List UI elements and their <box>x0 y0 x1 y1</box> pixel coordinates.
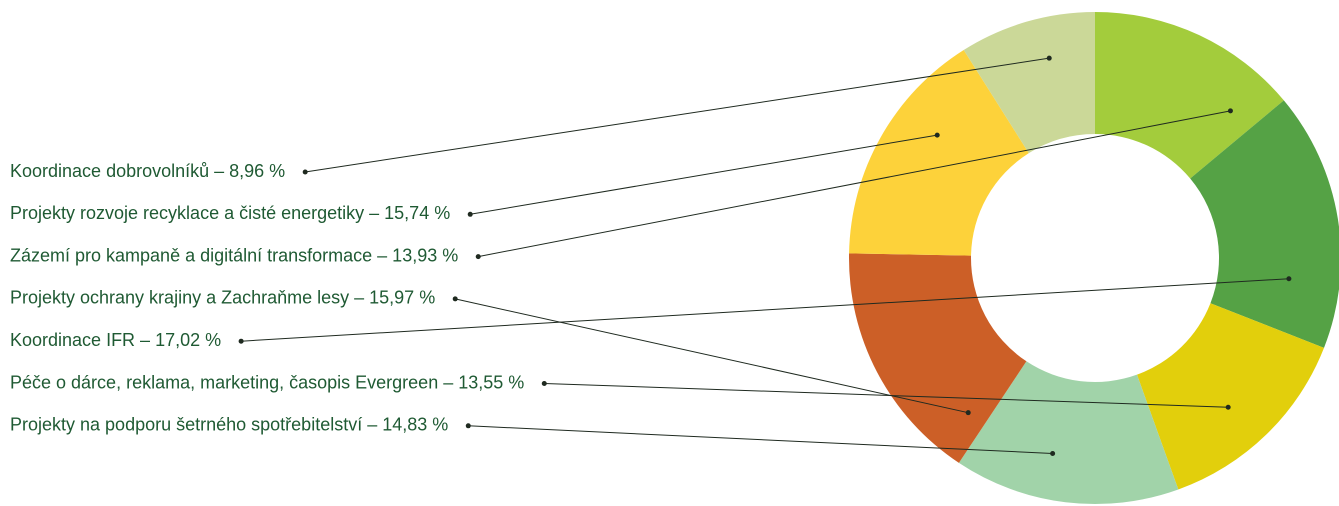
legend-label: Projekty rozvoje recyklace a čisté energ… <box>10 203 450 223</box>
leader-dot <box>1228 108 1233 113</box>
leader-dot <box>476 254 481 259</box>
legend-label: Péče o dárce, reklama, marketing, časopi… <box>10 372 524 392</box>
leader-dot <box>1286 276 1291 281</box>
leader-dot <box>303 170 308 175</box>
leader-dot <box>466 423 471 428</box>
leader-dot <box>1047 56 1052 61</box>
leader-dot <box>468 212 473 217</box>
leader-dot <box>1226 405 1231 410</box>
chart: Zázemí pro kampaně a digitální transform… <box>0 0 1339 506</box>
leader-dot <box>542 381 547 386</box>
legend-label: Projekty ochrany krajiny a Zachraňme les… <box>10 288 435 308</box>
legend-label: Koordinace IFR – 17,02 % <box>10 330 221 350</box>
legend-label: Koordinace dobrovolníků – 8,96 % <box>10 161 285 181</box>
leader-dot <box>1050 451 1055 456</box>
legend-label: Projekty na podporu šetrného spotřebitel… <box>10 415 448 435</box>
legend-label: Zázemí pro kampaně a digitální transform… <box>10 245 458 265</box>
leader-dot <box>239 339 244 344</box>
leader-dot <box>966 410 971 415</box>
leader-dot <box>935 133 940 138</box>
leader-dot <box>453 296 458 301</box>
